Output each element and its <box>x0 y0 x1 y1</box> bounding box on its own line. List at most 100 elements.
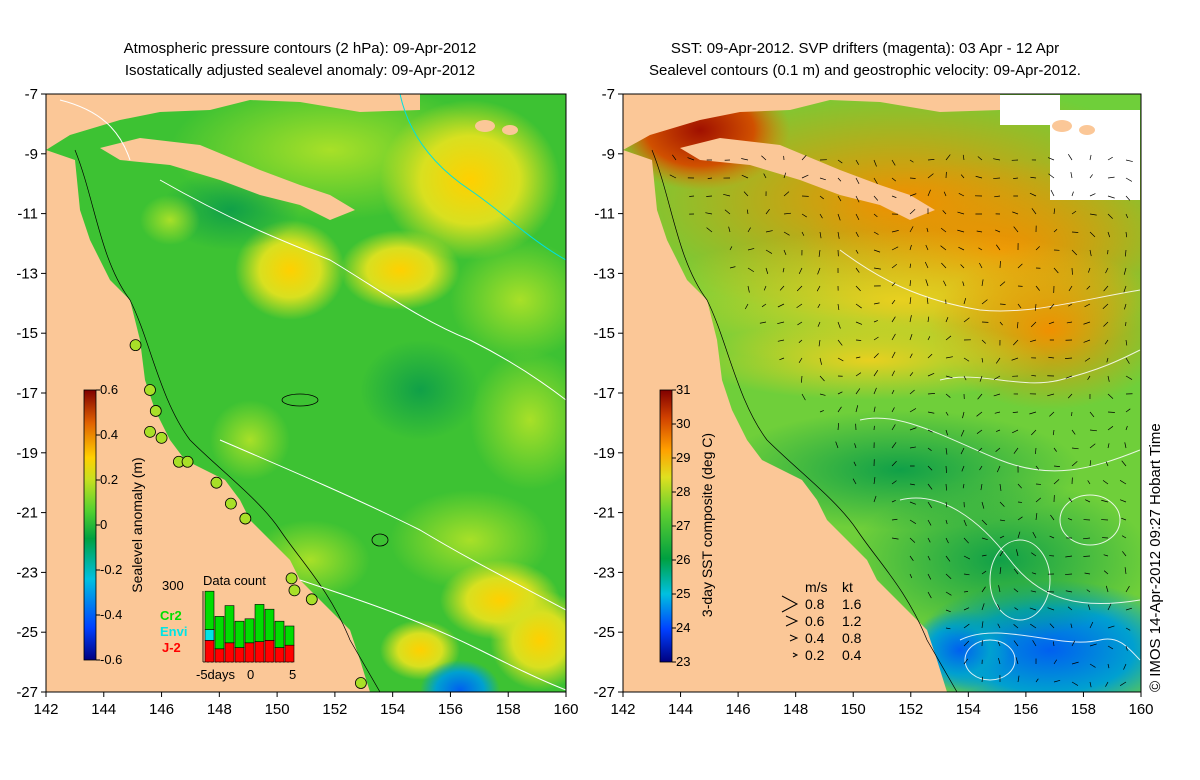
lon-tick-label: 158 <box>496 701 521 718</box>
velocity-arrow <box>852 478 857 485</box>
velocity-arrow <box>747 267 755 273</box>
velocity-arrow <box>796 303 803 309</box>
velocity-arrow <box>1071 429 1076 435</box>
velocity-arrow <box>1012 429 1019 434</box>
velocity-arrow <box>873 477 876 485</box>
velocity-arrow <box>962 483 965 489</box>
velocity-arrow <box>926 227 929 233</box>
velocity-arrow <box>927 372 935 377</box>
velocity-arrow <box>891 316 896 323</box>
velocity-arrow <box>729 266 736 269</box>
velocity-arrow <box>999 501 1005 507</box>
velocity-arrow <box>873 267 881 270</box>
velocity-arrow <box>1048 321 1055 325</box>
copyright-text: © IMOS 14-Apr-2012 09:27 Hobart Time <box>1147 423 1164 692</box>
velocity-arrow <box>1052 429 1055 436</box>
velocity-legend-row: 0.8 1.6 <box>781 595 862 613</box>
velocity-arrow <box>909 537 916 543</box>
velocity-arrow <box>981 279 984 287</box>
velocity-arrow <box>1107 625 1115 629</box>
right-title-line2: Sealevel contours (0.1 m) and geostrophi… <box>649 62 1081 79</box>
velocity-arrow <box>941 262 947 269</box>
velocity-arrow <box>801 174 809 179</box>
velocity-arrow <box>926 297 929 305</box>
velocity-legend-ms: 0.4 <box>805 630 825 646</box>
velocity-arrow <box>1105 681 1109 687</box>
velocity-arrow <box>927 173 934 179</box>
velocity-arrow <box>837 213 841 221</box>
velocity-arrow <box>975 175 983 179</box>
velocity-arrow <box>1089 460 1092 467</box>
velocity-arrow <box>927 159 935 161</box>
velocity-arrow <box>999 550 1004 557</box>
velocity-arrow <box>837 406 842 413</box>
velocity-arrow <box>927 573 932 580</box>
island <box>475 120 495 132</box>
velocity-arrow <box>999 321 1003 326</box>
land-australia <box>623 150 947 692</box>
tide-gauge-marker <box>181 455 194 468</box>
velocity-arrow <box>1065 375 1073 379</box>
velocity-arrow <box>981 554 987 557</box>
velocity-arrow <box>1035 465 1040 470</box>
velocity-arrow <box>963 623 970 629</box>
velocity-arrow <box>747 285 750 293</box>
velocity-arrow <box>1032 640 1037 647</box>
tide-gauge-marker <box>305 593 318 606</box>
land-png <box>623 94 1000 150</box>
lon-tick-label: 150 <box>841 701 866 718</box>
velocity-arrow <box>1013 640 1019 647</box>
right-axes: 142 144 146 148 150 152 154 156 158 160 -7 -9 -11 -13… <box>593 86 1153 718</box>
velocity-arrow <box>945 609 951 613</box>
velocity-arrow <box>962 281 965 287</box>
velocity-arrow <box>1089 621 1094 629</box>
tide-gauge-marker <box>144 425 156 438</box>
velocity-arrow <box>909 263 912 269</box>
velocity-arrow <box>1053 479 1060 485</box>
velocity-legend-ms: 0.2 <box>805 647 825 663</box>
velocity-arrow <box>909 208 916 215</box>
velocity-arrow <box>689 195 695 197</box>
velocity-arrow <box>945 393 951 398</box>
velocity-arrow <box>672 154 677 161</box>
velocity-arrow <box>873 406 876 413</box>
velocity-arrow <box>1089 174 1093 179</box>
velocity-arrow <box>873 302 880 305</box>
velocity-arrow <box>1107 156 1113 161</box>
mission-cr2: Cr2 <box>160 608 182 623</box>
velocity-arrow <box>1011 357 1019 361</box>
velocity-arrow <box>1125 249 1127 257</box>
velocity-arrow <box>1125 645 1128 651</box>
velocity-arrow <box>1034 303 1037 311</box>
velocity-arrow <box>855 339 862 341</box>
lat-tick-label: -7 <box>25 86 38 103</box>
velocity-arrow <box>1084 303 1091 308</box>
velocity-arrow <box>1107 645 1114 650</box>
velocity-arrow <box>873 195 879 201</box>
velocity-arrow <box>873 336 879 341</box>
velocity-arrow <box>1086 285 1091 290</box>
colorbar-tick-label: 28 <box>676 484 690 499</box>
velocity-arrow <box>943 191 947 197</box>
velocity-arrow <box>1017 531 1021 539</box>
velocity-arrow <box>777 321 785 324</box>
velocity-arrow <box>891 442 897 449</box>
velocity-arrow <box>963 555 971 560</box>
velocity-arrow <box>819 195 824 200</box>
velocity-arrow <box>837 303 840 311</box>
velocity-legend-row: 0.2 0.4 <box>792 647 862 663</box>
velocity-arrow <box>957 211 965 215</box>
velocity-arrow <box>945 591 952 596</box>
velocity-arrow <box>873 369 879 377</box>
velocity-arrow <box>1029 411 1037 415</box>
velocity-legend-arrow <box>785 615 799 627</box>
velocity-arrow <box>1071 191 1074 197</box>
velocity-arrow <box>765 267 769 274</box>
velocity-arrow <box>1107 231 1111 238</box>
velocity-arrow <box>945 429 948 436</box>
sst-colorbar-ticks: 31 30 29 28 27 26 25 24 23 <box>672 382 690 669</box>
velocity-arrow <box>1087 375 1091 381</box>
lat-tick-label: -11 <box>594 206 615 223</box>
velocity-arrow <box>909 408 917 413</box>
velocity-arrow <box>909 353 913 359</box>
